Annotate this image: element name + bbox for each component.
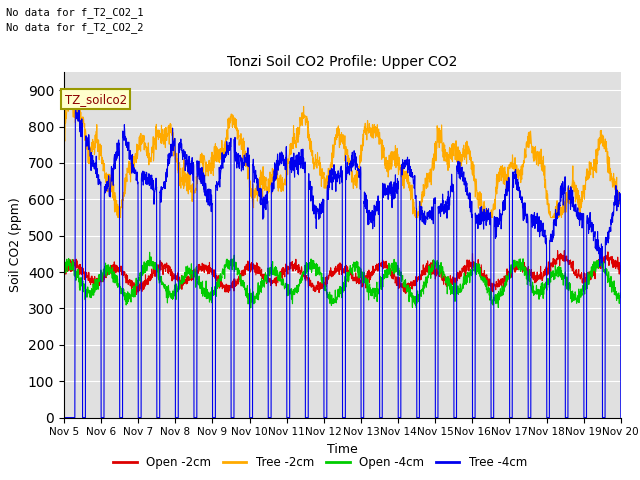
Tree -4cm (617, 415, 625, 420)
Line: Open -2cm: Open -2cm (64, 251, 621, 294)
Tree -4cm (216, 172, 223, 178)
Tree -2cm (359, 143, 367, 149)
Tree -4cm (76, 103, 83, 109)
Line: Open -4cm: Open -4cm (64, 252, 621, 308)
Open -2cm (504, 272, 512, 277)
Text: No data for f_T2_CO2_2: No data for f_T2_CO2_2 (6, 22, 144, 33)
Open -2cm (60, 264, 68, 269)
Text: TZ_soilco2: TZ_soilco2 (65, 93, 127, 106)
Tree -4cm (504, 175, 512, 181)
Tree -4cm (568, 200, 575, 206)
Line: Tree -2cm: Tree -2cm (64, 95, 621, 217)
Line: Tree -4cm: Tree -4cm (64, 106, 621, 418)
Tree -4cm (584, 213, 591, 218)
Open -2cm (568, 259, 576, 265)
Open -2cm (216, 285, 223, 291)
Tree -2cm (371, 128, 379, 133)
Tree -2cm (114, 215, 122, 220)
Open -2cm (132, 291, 140, 297)
Open -4cm (505, 271, 513, 276)
Open -4cm (247, 305, 255, 311)
Open -4cm (359, 280, 367, 286)
Y-axis label: Soil CO2 (ppm): Soil CO2 (ppm) (10, 197, 22, 292)
Open -4cm (568, 299, 576, 304)
Tree -4cm (60, 415, 68, 420)
Title: Tonzi Soil CO2 Profile: Upper CO2: Tonzi Soil CO2 Profile: Upper CO2 (227, 56, 458, 70)
Open -2cm (359, 280, 367, 286)
X-axis label: Time: Time (327, 443, 358, 456)
Tree -2cm (617, 206, 625, 212)
Open -4cm (216, 277, 223, 283)
Open -4cm (146, 250, 154, 255)
Open -4cm (60, 261, 68, 267)
Tree -2cm (584, 173, 591, 179)
Open -2cm (371, 266, 379, 272)
Open -4cm (371, 290, 379, 296)
Open -2cm (561, 248, 568, 253)
Open -2cm (584, 274, 591, 279)
Tree -2cm (66, 92, 74, 98)
Text: No data for f_T2_CO2_1: No data for f_T2_CO2_1 (6, 7, 144, 18)
Tree -2cm (216, 149, 223, 155)
Open -2cm (617, 269, 625, 275)
Tree -2cm (60, 134, 68, 140)
Open -4cm (584, 279, 591, 285)
Legend: Open -2cm, Tree -2cm, Open -4cm, Tree -4cm: Open -2cm, Tree -2cm, Open -4cm, Tree -4… (108, 452, 532, 474)
Tree -2cm (505, 168, 513, 174)
Tree -2cm (568, 182, 576, 188)
Open -4cm (617, 290, 625, 296)
Tree -4cm (359, 415, 367, 420)
Tree -4cm (371, 203, 379, 209)
